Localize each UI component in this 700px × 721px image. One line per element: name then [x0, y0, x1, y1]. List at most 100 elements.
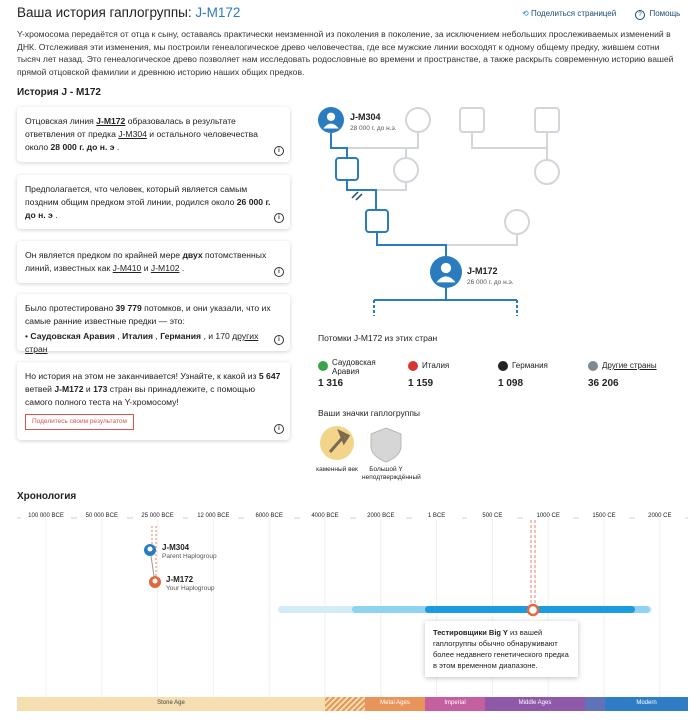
- history-card: Он является предком по крайней мере двух…: [17, 241, 290, 283]
- timeline-label: 100 000 BCE: [21, 513, 71, 519]
- haplogroup: J-M172: [195, 5, 241, 20]
- timeline-label: 4000 BCE: [300, 513, 350, 519]
- era: [425, 697, 485, 711]
- intro-text: Y-хромосома передаётся от отца к сыну, о…: [17, 29, 674, 77]
- tree-node: [393, 157, 419, 183]
- link[interactable]: других стран: [25, 331, 259, 354]
- timeline-label: 500 CE: [467, 513, 518, 519]
- tree-node: [534, 107, 560, 133]
- badge-label: Большой Y неподтверждённый: [362, 466, 421, 481]
- text: .: [114, 142, 120, 152]
- badge-label: каменный век: [316, 466, 358, 473]
- share-result-button[interactable]: Поделитесь своим результатом: [25, 414, 135, 430]
- estimate-marker: [526, 603, 540, 617]
- country-count: 36 206: [588, 378, 619, 389]
- badge-icon: [328, 428, 351, 453]
- timeline-range: [151, 526, 157, 578]
- history-card: Было протестировано 39 779 потомков, и о…: [17, 294, 290, 354]
- tree-node-date: 26 000 г. до н.э.: [467, 279, 514, 286]
- share-link[interactable]: ⟲ Поделиться страницей: [522, 9, 617, 18]
- flag: [588, 361, 598, 371]
- text: из вашей гаплогруппы обычно обнаруживают…: [433, 628, 569, 670]
- timeline-node-name: J-M304: [162, 543, 190, 552]
- tree-node: [335, 157, 359, 181]
- flag: [408, 361, 418, 371]
- tree-node: [405, 107, 431, 133]
- text: и: [141, 263, 151, 273]
- era-label: Stone Age: [157, 700, 185, 706]
- text: и остального человечества около: [25, 129, 258, 152]
- text: Отцовская линия: [25, 116, 97, 126]
- era-label: Middle Ages: [518, 700, 552, 706]
- title-text: Ваша история гаплогруппы:: [17, 5, 192, 20]
- text: .: [179, 263, 185, 273]
- count: 39 779: [115, 303, 142, 313]
- tree-node: [504, 209, 530, 235]
- tree-line: [373, 300, 518, 316]
- timeline-connector: [150, 555, 155, 577]
- person-icon: [147, 546, 153, 552]
- haplogroup: J-M172: [54, 384, 84, 394]
- info-icon[interactable]: i: [274, 146, 284, 156]
- history-title: История J - M172: [17, 87, 101, 98]
- info-icon[interactable]: i: [274, 335, 284, 345]
- timeline-node-role: Your Haplogroup: [166, 585, 215, 592]
- text: образовалась в результате ответвления от…: [25, 116, 236, 139]
- page-title: Ваша история гаплогруппы: J-M172: [17, 5, 240, 20]
- country-name: Саудовская Аравия: [332, 358, 376, 376]
- text: и: [83, 384, 94, 394]
- tree-node: [459, 107, 485, 133]
- country-name: Германия: [512, 361, 548, 370]
- timeline-label: 12 000 BCE: [188, 513, 239, 519]
- link[interactable]: J-M304: [118, 129, 147, 139]
- info-icon[interactable]: i: [274, 267, 284, 277]
- badges-title: Ваши значки гаплогруппы: [318, 408, 421, 418]
- link[interactable]: J-M102: [150, 263, 180, 273]
- timeline-label: 6000 BCE: [244, 513, 295, 519]
- era-transition: [325, 697, 365, 711]
- countries-title: Потомки J-M172 из этих стран: [318, 333, 438, 343]
- era-label: Imperial: [444, 700, 466, 706]
- era-label: Modern: [636, 700, 657, 706]
- text: , и 170: [201, 331, 233, 341]
- tooltip: Тестировщики Big Y из вашей гаплогруппы …: [425, 621, 578, 677]
- info-icon[interactable]: i: [274, 213, 284, 223]
- history-card: Предполагается, что человек, который явл…: [17, 175, 290, 229]
- text: .: [52, 210, 58, 220]
- info-icon[interactable]: i: [274, 424, 284, 434]
- timeline-label: 25 000 BCE: [132, 513, 183, 519]
- text: ,: [153, 331, 161, 341]
- era-label: Metal Ages: [380, 700, 410, 706]
- country-name[interactable]: Другие страны: [602, 361, 657, 370]
- flag: [498, 361, 508, 371]
- count: двух: [182, 250, 203, 260]
- history-card: Отцовская линия J-M172 образовалась в ре…: [17, 107, 290, 162]
- tree-node-name: J-M304: [350, 112, 381, 122]
- era: [485, 697, 585, 711]
- text: Предполагается, что человек, который явл…: [25, 184, 248, 207]
- era: [17, 697, 325, 711]
- date: 26 000 г. до н. э: [25, 197, 271, 220]
- help-link[interactable]: ? Помощь: [635, 9, 680, 20]
- text: Было протестировано: [25, 303, 116, 313]
- tree-line: [347, 132, 548, 160]
- country-name: Италия: [422, 361, 450, 370]
- tree-node-date: 28 000 г. до н.э.: [350, 125, 397, 132]
- era: [365, 697, 425, 711]
- person-icon: [436, 276, 456, 283]
- timeline-node-name: J-M172: [166, 575, 194, 584]
- person-icon: [326, 112, 336, 121]
- link[interactable]: J-M172: [96, 116, 126, 126]
- text: Тестировщики: [433, 628, 489, 637]
- country: Германия: [160, 331, 202, 341]
- timeline-label: 1000 CE: [523, 513, 574, 519]
- link[interactable]: J-M410: [112, 263, 142, 273]
- text: ,: [114, 331, 123, 341]
- tooltip-arrow: [527, 616, 539, 622]
- text: потомков, и они указали, что их самые ра…: [25, 303, 271, 326]
- timeline-title: Хронология: [17, 491, 77, 502]
- bullet: • Саудовская Аравия , Италия , Германия …: [25, 331, 259, 354]
- country-count: 1 159: [408, 378, 434, 389]
- history-card: Но история на этом не заканчивается! Узн…: [17, 362, 290, 440]
